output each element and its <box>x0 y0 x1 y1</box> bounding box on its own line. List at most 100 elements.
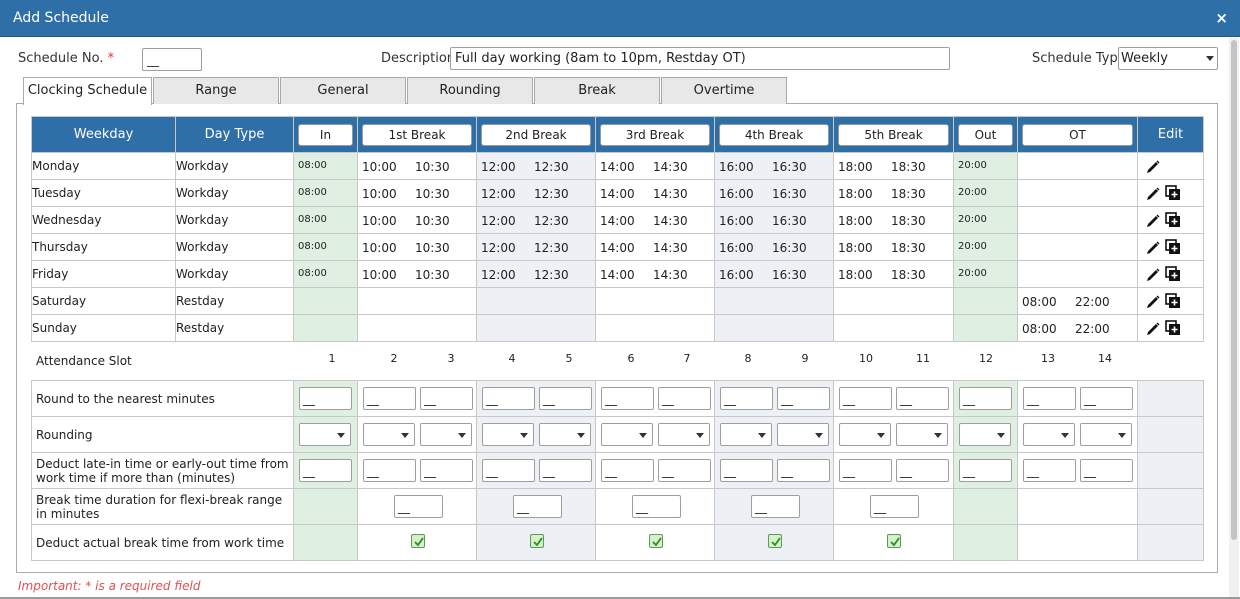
minutes-input[interactable]: __ <box>839 459 892 482</box>
minutes-input[interactable]: __ <box>777 387 830 410</box>
deduct-break-checkbox[interactable] <box>530 534 544 548</box>
tab-general[interactable]: General <box>280 77 406 104</box>
header-in-button[interactable]: In <box>298 123 353 146</box>
minutes-input[interactable]: __ <box>896 459 949 482</box>
rounding-dropdown[interactable] <box>601 423 653 446</box>
minutes-input[interactable]: __ <box>299 459 352 482</box>
scrollbar-thumb[interactable] <box>1231 40 1237 540</box>
minutes-input[interactable]: __ <box>363 459 416 482</box>
rounding-dropdown[interactable] <box>420 423 472 446</box>
minutes-input[interactable]: __ <box>299 387 352 410</box>
rounding-dropdown[interactable] <box>777 423 829 446</box>
edit-cell <box>1137 314 1204 342</box>
settings-cell <box>476 416 596 453</box>
break-duration-input[interactable]: __ <box>870 495 919 518</box>
header-ot-button[interactable]: OT <box>1022 123 1133 146</box>
break-duration-input[interactable]: __ <box>751 495 800 518</box>
weekday-cell: Wednesday <box>31 206 176 234</box>
minutes-input[interactable]: __ <box>658 387 711 410</box>
break-end-time: 16:30 <box>772 214 807 228</box>
out-cell: 20:00 <box>953 260 1018 288</box>
deduct-break-checkbox[interactable] <box>411 534 425 548</box>
header-1st-break-button[interactable]: 1st Break <box>362 123 472 146</box>
chevron-down-icon <box>1206 56 1214 61</box>
minutes-input[interactable]: __ <box>720 459 773 482</box>
pencil-icon[interactable] <box>1145 212 1161 228</box>
rounding-dropdown[interactable] <box>896 423 948 446</box>
copy-add-icon[interactable] <box>1165 212 1181 228</box>
tab-range[interactable]: Range <box>153 77 279 104</box>
minutes-input[interactable]: __ <box>720 387 773 410</box>
minutes-input[interactable]: __ <box>959 387 1012 410</box>
schedule-type-select[interactable]: Weekly <box>1118 47 1218 70</box>
deduct-break-checkbox[interactable] <box>887 534 901 548</box>
settings-cell: __ __ <box>595 452 715 489</box>
settings-cell <box>357 524 477 561</box>
rounding-dropdown[interactable] <box>1080 423 1132 446</box>
break-duration-input[interactable]: __ <box>513 495 562 518</box>
tab-overtime[interactable]: Overtime <box>661 77 787 104</box>
header-2nd-break-button[interactable]: 2nd Break <box>481 123 591 146</box>
rounding-dropdown[interactable] <box>299 423 351 446</box>
rounding-dropdown[interactable] <box>482 423 534 446</box>
header-4th-break-button[interactable]: 4th Break <box>719 123 829 146</box>
minutes-input[interactable]: __ <box>1023 459 1076 482</box>
minutes-input[interactable]: __ <box>539 459 592 482</box>
break-start-time: 14:00 <box>600 187 635 201</box>
settings-cell <box>1137 380 1204 417</box>
rounding-dropdown[interactable] <box>720 423 772 446</box>
tab-clocking-schedule[interactable]: Clocking Schedule <box>23 77 152 105</box>
minutes-input[interactable]: __ <box>420 459 473 482</box>
pencil-icon[interactable] <box>1145 239 1161 255</box>
minutes-input[interactable]: __ <box>658 459 711 482</box>
minutes-input[interactable]: __ <box>420 387 473 410</box>
minutes-input[interactable]: __ <box>839 387 892 410</box>
header-5th-break-button[interactable]: 5th Break <box>838 123 949 146</box>
deduct-break-checkbox[interactable] <box>768 534 782 548</box>
attendance-slot-number: 6 <box>627 352 635 365</box>
rounding-dropdown[interactable] <box>839 423 891 446</box>
copy-add-icon[interactable] <box>1165 293 1181 309</box>
pencil-icon[interactable] <box>1145 185 1161 201</box>
checkmark-icon <box>652 537 662 547</box>
break-1-cell: 10:00 10:30 <box>357 260 477 288</box>
minutes-input[interactable]: __ <box>1080 459 1133 482</box>
minutes-input[interactable]: __ <box>482 387 535 410</box>
minutes-input[interactable]: __ <box>1023 387 1076 410</box>
copy-add-icon[interactable] <box>1165 266 1181 282</box>
pencil-icon[interactable] <box>1145 293 1161 309</box>
minutes-input[interactable]: __ <box>896 387 949 410</box>
pencil-icon[interactable] <box>1145 158 1161 174</box>
rounding-dropdown[interactable] <box>363 423 415 446</box>
break-duration-input[interactable]: __ <box>632 495 681 518</box>
description-input[interactable] <box>450 47 950 70</box>
minutes-input[interactable]: __ <box>363 387 416 410</box>
minutes-input[interactable]: __ <box>601 387 654 410</box>
copy-add-icon[interactable] <box>1165 185 1181 201</box>
pencil-icon[interactable] <box>1145 320 1161 336</box>
break-duration-label: Break time duration for flexi-break rang… <box>31 488 294 525</box>
pencil-icon[interactable] <box>1145 266 1161 282</box>
deduct-break-checkbox[interactable] <box>649 534 663 548</box>
tab-rounding[interactable]: Rounding <box>407 77 533 104</box>
break-start-time: 18:00 <box>838 187 873 201</box>
minutes-input[interactable]: __ <box>1080 387 1133 410</box>
copy-add-icon[interactable] <box>1165 239 1181 255</box>
minutes-input[interactable]: __ <box>482 459 535 482</box>
tab-break[interactable]: Break <box>534 77 660 104</box>
rounding-dropdown[interactable] <box>658 423 710 446</box>
minutes-input[interactable]: __ <box>777 459 830 482</box>
minutes-input[interactable]: __ <box>601 459 654 482</box>
break-duration-input[interactable]: __ <box>394 495 443 518</box>
header-weekday: Weekday <box>31 116 176 153</box>
minutes-input[interactable]: __ <box>539 387 592 410</box>
close-icon[interactable]: × <box>1215 9 1228 27</box>
copy-add-icon[interactable] <box>1165 320 1181 336</box>
header-out-button[interactable]: Out <box>958 123 1013 146</box>
rounding-dropdown[interactable] <box>959 423 1011 446</box>
minutes-input[interactable]: __ <box>959 459 1012 482</box>
schedule-no-input[interactable] <box>142 48 202 71</box>
rounding-dropdown[interactable] <box>539 423 591 446</box>
rounding-dropdown[interactable] <box>1023 423 1075 446</box>
header-3rd-break-button[interactable]: 3rd Break <box>600 123 710 146</box>
